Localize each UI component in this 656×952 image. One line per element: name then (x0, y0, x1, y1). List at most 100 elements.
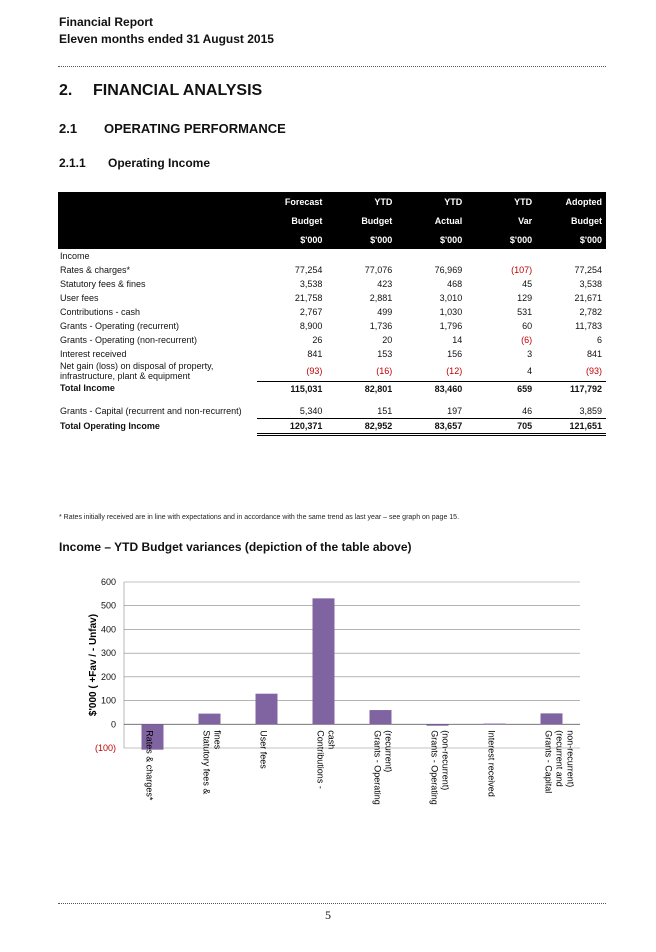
bar (540, 713, 563, 725)
subsection-title: OPERATING PERFORMANCE (104, 121, 286, 136)
cell-value: 1,030 (439, 307, 463, 317)
section-label-row: Income (58, 249, 606, 263)
cell-value: 21,671 (574, 293, 602, 303)
row-label: Statutory fees & fines (60, 279, 146, 289)
cell-value: 3,538 (579, 279, 602, 289)
header-blank (58, 192, 257, 211)
page-number: 5 (325, 908, 331, 922)
subsection-number: 2.1 (59, 121, 78, 136)
column-header: YTD (396, 192, 467, 211)
column-header: Adopted (536, 192, 606, 211)
cell-value: 197 (396, 403, 467, 419)
cell-value: 2,881 (369, 293, 393, 303)
cell-value: 82,952 (326, 417, 397, 436)
cell-value: 77,076 (364, 265, 393, 275)
bar (255, 693, 278, 725)
bar (369, 710, 392, 725)
header-blank (58, 230, 257, 249)
x-tick-label: Contributions -cash (316, 730, 337, 789)
cell-value: 423 (377, 279, 393, 289)
cell-value: 8,900 (299, 321, 323, 331)
cell-value: (6) (521, 335, 533, 345)
table-header-row: Budget Budget Actual Var Budget (58, 211, 606, 230)
cell-value: 21,758 (294, 293, 323, 303)
cell-value: 45 (522, 279, 533, 289)
cell-value: (93) (256, 361, 327, 382)
cell-value: 3,859 (536, 403, 606, 419)
cell-value: 83,657 (396, 417, 467, 436)
row-label: User fees (60, 293, 99, 303)
y-tick-label: 400 (101, 624, 116, 634)
row-label: Grants - Operating (non-recurrent) (60, 335, 198, 345)
cell-value: 129 (517, 293, 533, 303)
cell-value: 5,340 (256, 403, 327, 419)
column-header: Budget (536, 211, 606, 230)
row-label: Interest received (60, 349, 127, 359)
cell-value: 2,767 (299, 307, 323, 317)
column-header: $'000 (466, 230, 537, 249)
table-row: Grants - Operating (non-recurrent) 26 20 14… (58, 333, 606, 347)
cell-value: 82,801 (364, 383, 393, 394)
total-operating-row: Total Operating Income 120,371 82,952 83,65… (58, 417, 606, 436)
header-blank (58, 211, 257, 230)
cell-value: 120,371 (256, 417, 327, 436)
cell-value: 499 (377, 307, 393, 317)
table-row: Interest received 841 153 156 3 841 (58, 347, 606, 361)
x-tick-label: Grants - Operating(non-recurrent) (430, 730, 451, 805)
footer-divider (58, 903, 606, 904)
y-axis-label: $'000 ( +Fav / - Unfav) (88, 614, 99, 716)
row-label: Contributions - cash (60, 307, 141, 317)
table-row: Statutory fees & fines 3,538 423 468 45 3,538 (58, 277, 606, 291)
cell-value: 3 (527, 349, 533, 359)
column-header: $'000 (396, 230, 467, 249)
cell-value: (16) (326, 361, 397, 382)
x-tick-label: User fees (259, 730, 269, 769)
section-number: 2. (59, 82, 73, 99)
column-header: Budget (326, 211, 397, 230)
chart-title: Income – YTD Budget variances (depiction… (59, 540, 412, 554)
bar (312, 598, 335, 725)
y-tick-label: (100) (95, 743, 116, 753)
operating-income-table: Forecast YTD YTD YTD Adopted Budget Budget Actu… (58, 192, 606, 436)
row-label: Net gain (loss) on disposal of property,… (60, 361, 214, 381)
cell-value: (107) (511, 265, 533, 275)
subsubsection-heading: 2.1.1 Operating Income (59, 156, 210, 170)
cell-value: 77,254 (294, 265, 323, 275)
row-label: Grants - Capital (recurrent and non-recu… (60, 405, 242, 416)
cell-value: 115,031 (290, 383, 323, 394)
section-heading: 2. FINANCIAL ANALYSIS (59, 82, 262, 100)
x-tick-label: Interest received (487, 730, 497, 797)
cell-value: 3,010 (439, 293, 463, 303)
table-header-row: $'000 $'000 $'000 $'000 $'000 (58, 230, 606, 249)
spacer-row (58, 396, 606, 404)
table-footnote: * Rates initially received are in line w… (59, 514, 460, 521)
cell-value: 468 (447, 279, 463, 289)
cell-value: 156 (447, 349, 463, 359)
report-title: Financial Report (59, 15, 154, 29)
income-section-label: Income (60, 251, 90, 261)
cell-value: 77,254 (574, 265, 602, 275)
cell-value: 841 (307, 349, 323, 359)
x-tick-label: Grants - Capital(recurrent andnon-recurr… (544, 730, 576, 793)
y-tick-label: 0 (111, 719, 116, 729)
cell-value: 151 (326, 403, 397, 419)
column-header: $'000 (536, 230, 606, 249)
bar (141, 724, 164, 750)
report-header: Financial Report Eleven months ended 31 … (59, 14, 274, 48)
column-header: YTD (466, 192, 537, 211)
cell-value: 705 (466, 417, 537, 436)
cell-value: 26 (312, 335, 323, 345)
report-period: Eleven months ended 31 August 2015 (59, 32, 274, 46)
subsubsection-number: 2.1.1 (59, 156, 86, 170)
subsubsection-title: Operating Income (108, 156, 211, 170)
table-row: User fees 21,758 2,881 3,010 129 21,671 (58, 291, 606, 305)
capital-grants-row: Grants - Capital (recurrent and non-recu… (58, 403, 606, 419)
header-divider (58, 66, 606, 67)
bar (426, 724, 449, 726)
bar (198, 713, 221, 725)
row-label: Grants - Operating (recurrent) (60, 321, 180, 331)
cell-value: 6 (596, 335, 602, 345)
table-row: Contributions - cash 2,767 499 1,030 531 2,78… (58, 305, 606, 319)
row-label: Total Income (60, 383, 115, 394)
y-tick-label: 300 (101, 648, 116, 658)
